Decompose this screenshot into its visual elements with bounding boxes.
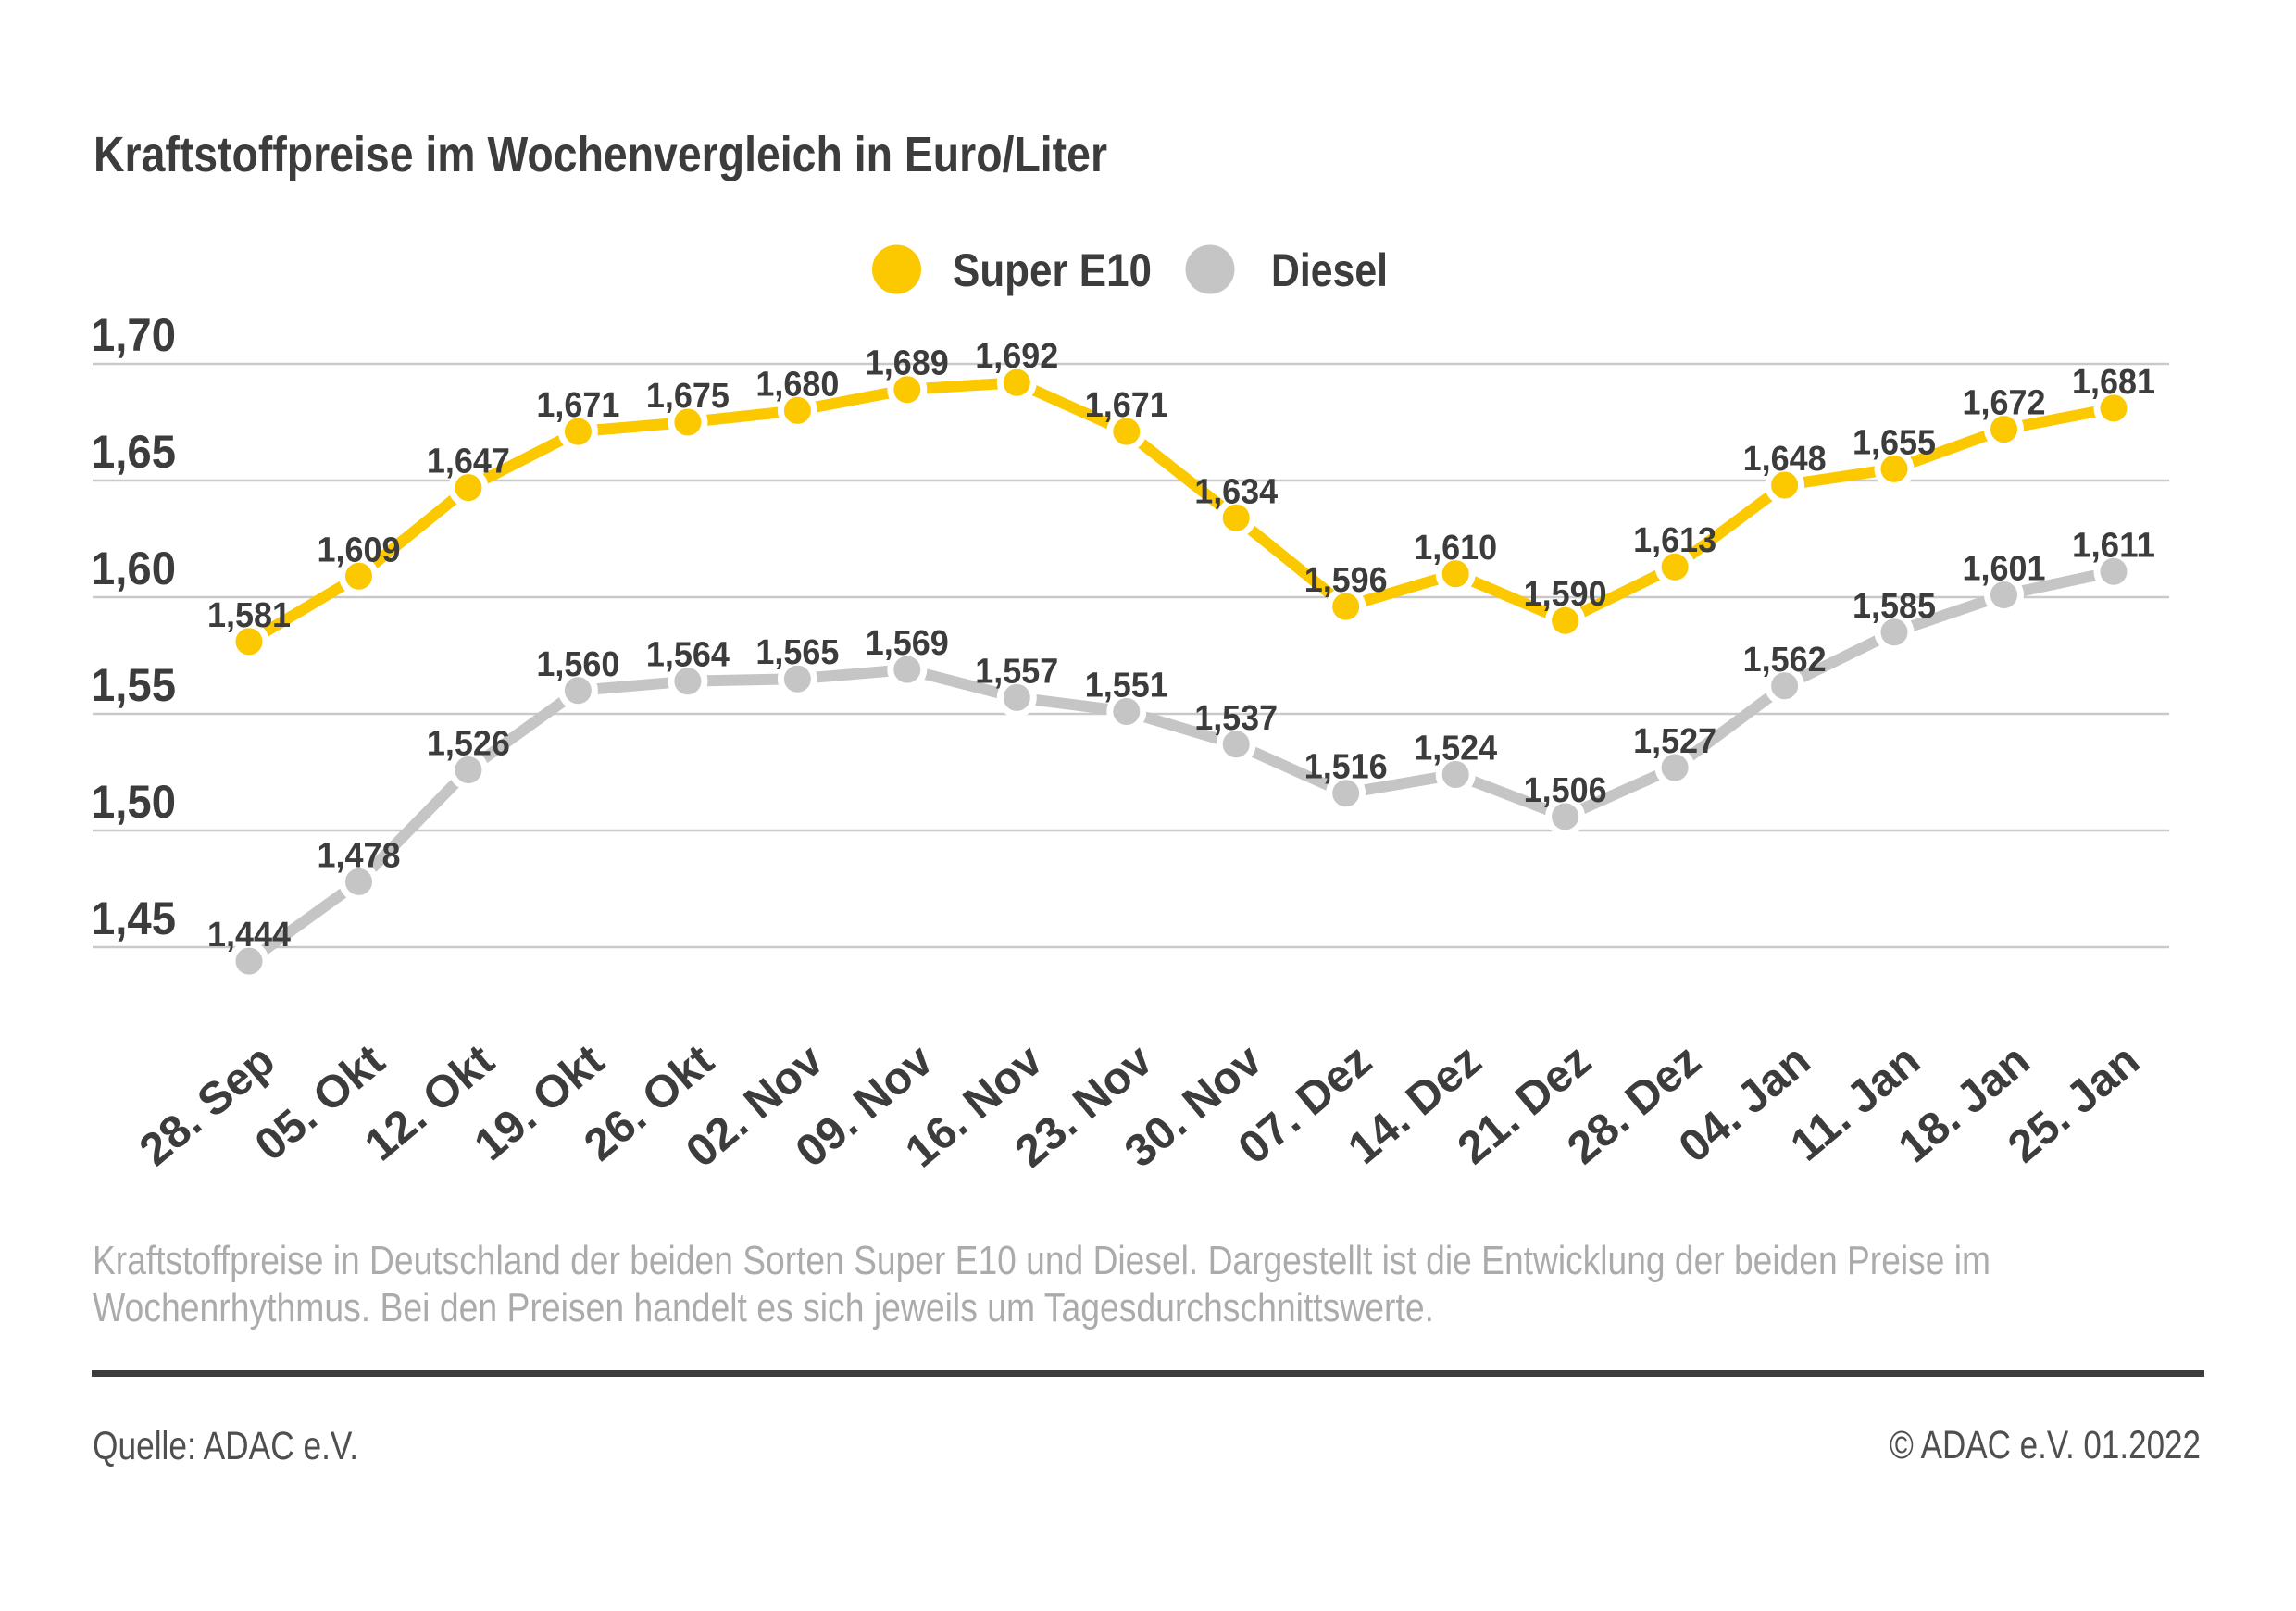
svg-text:1,596: 1,596 [1304,561,1388,600]
svg-text:1,647: 1,647 [427,443,510,481]
svg-text:1,524: 1,524 [1414,730,1497,768]
svg-text:1,537: 1,537 [1194,699,1278,738]
svg-text:1,671: 1,671 [536,386,619,425]
svg-text:1,506: 1,506 [1524,771,1607,810]
svg-text:1,60: 1,60 [91,543,176,594]
svg-text:1,55: 1,55 [91,659,176,711]
svg-text:Kraftstoffpreise im Wochenverg: Kraftstoffpreise im Wochenvergleich in E… [94,127,1107,182]
svg-text:1,526: 1,526 [427,725,510,764]
svg-text:1,65: 1,65 [91,426,176,478]
svg-text:1,581: 1,581 [207,596,291,635]
svg-text:1,681: 1,681 [2072,363,2155,402]
svg-text:1,671: 1,671 [1085,386,1168,425]
svg-text:1,655: 1,655 [1853,423,1936,462]
svg-text:Quelle: ADAC e.V.: Quelle: ADAC e.V. [93,1424,358,1468]
svg-text:1,680: 1,680 [755,365,839,404]
svg-text:Kraftstoffpreise in Deutschlan: Kraftstoffpreise in Deutschland der beid… [93,1238,1990,1283]
svg-text:1,648: 1,648 [1743,440,1827,479]
svg-text:1,590: 1,590 [1524,575,1607,614]
svg-text:1,609: 1,609 [318,531,401,569]
svg-text:1,610: 1,610 [1414,529,1497,568]
svg-text:1,551: 1,551 [1085,667,1168,706]
svg-text:1,585: 1,585 [1853,587,1936,626]
svg-text:1,516: 1,516 [1304,748,1388,787]
svg-text:1,689: 1,689 [866,344,949,383]
svg-text:1,45: 1,45 [91,893,176,944]
svg-text:1,569: 1,569 [866,624,949,663]
svg-text:1,557: 1,557 [975,652,1058,691]
svg-text:1,692: 1,692 [975,337,1058,376]
svg-text:1,444: 1,444 [207,916,291,955]
svg-text:1,565: 1,565 [755,633,839,672]
svg-text:1,564: 1,564 [646,636,730,675]
svg-text:1,478: 1,478 [318,836,401,875]
svg-text:Diesel: Diesel [1271,244,1388,296]
svg-text:1,527: 1,527 [1633,722,1716,761]
svg-text:© ADAC e.V. 01.2022: © ADAC e.V. 01.2022 [1890,1423,2201,1467]
svg-text:Wochenrhythmus. Bei den Preise: Wochenrhythmus. Bei den Preisen handelt … [93,1285,1434,1330]
svg-text:1,50: 1,50 [91,776,176,828]
svg-text:1,675: 1,675 [646,377,730,416]
svg-text:1,672: 1,672 [1963,384,2046,423]
svg-text:1,634: 1,634 [1194,472,1278,511]
svg-text:1,613: 1,613 [1633,521,1716,560]
svg-text:1,601: 1,601 [1963,550,2046,589]
svg-text:1,560: 1,560 [536,645,619,684]
svg-text:Super E10: Super E10 [953,244,1152,296]
svg-text:1,562: 1,562 [1743,641,1827,680]
svg-text:1,70: 1,70 [91,309,176,361]
svg-text:1,611: 1,611 [2072,526,2155,565]
